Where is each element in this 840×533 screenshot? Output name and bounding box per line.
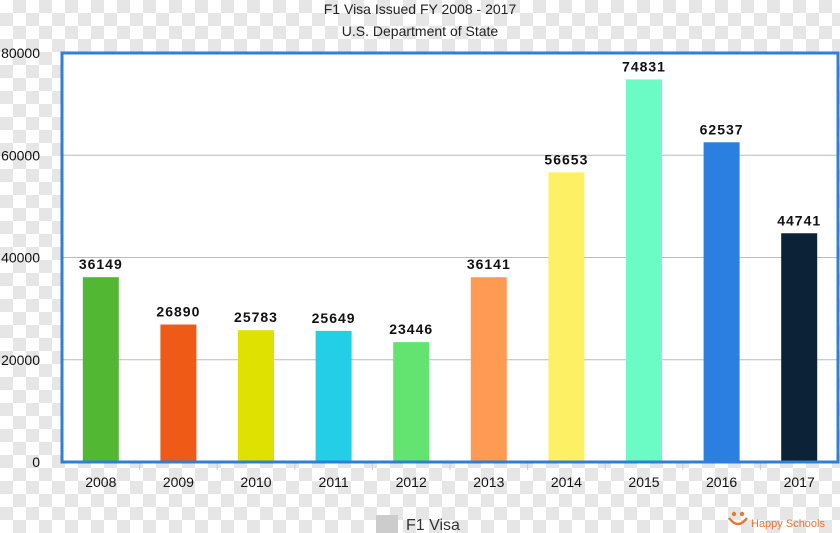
bar-2017 [781,233,818,462]
legend-swatch [376,515,398,533]
y-tick-label: 20000 [1,352,40,368]
bar-value-label: 25649 [312,310,356,326]
x-category-label: 2012 [396,474,427,490]
bar-value-label: 36141 [467,256,511,272]
bars [82,79,818,462]
x-category-label: 2015 [628,474,659,490]
x-category-label: 2014 [551,474,582,490]
bar-value-label: 44741 [777,212,821,228]
bar-2016 [703,142,740,462]
bar-2010 [238,330,274,462]
bar-2008 [82,277,119,462]
plot-area-border [60,51,840,464]
bar-value-label: 36149 [79,256,123,272]
bar-value-label: 26890 [156,304,200,320]
x-category-label: 2016 [706,474,737,490]
bar-labels: 36149 26890 25783 25649 23446 36141 56653 74831… [79,58,821,337]
x-category-label: 2009 [163,474,194,490]
y-tick-label: 0 [32,454,40,470]
x-category-label: 2017 [784,474,815,490]
legend: F1 Visa [376,515,460,533]
watermark-text: Happy Schools [751,518,825,530]
x-category-label: 2011 [319,474,349,490]
bar-2011 [315,330,352,462]
bar-value-label: 25783 [234,309,278,325]
happy-schools-logo-icon [728,511,748,526]
watermark: Happy Schools [728,511,825,530]
y-axis-ticks: 0 20000 40000 60000 80000 [1,45,40,470]
x-axis-categories: 2008 2009 2010 2011 2012 2013 2014 2015 2016 2017 [85,462,815,490]
bar-value-label: 56653 [544,151,588,167]
bar-2012 [393,342,430,462]
bar-2013 [470,277,507,462]
x-category-label: 2013 [473,474,504,490]
bar-value-label: 23446 [389,321,433,337]
y-tick-label: 40000 [1,250,40,266]
bar-value-label: 62537 [700,121,744,137]
chart-title-group: F1 Visa Issued FY 2008 - 2017 U.S. Depar… [324,1,517,39]
x-category-label: 2008 [85,474,116,490]
chart-title: F1 Visa Issued FY 2008 - 2017 [324,1,517,17]
y-tick-label: 80000 [1,45,40,61]
bar-value-label: 74831 [622,58,666,74]
bar-2009 [160,324,197,462]
bar-2014 [548,172,585,462]
x-category-label: 2010 [240,474,271,490]
legend-label: F1 Visa [406,517,460,533]
bar-2015 [626,79,662,462]
chart-subtitle: U.S. Department of State [342,23,499,39]
y-tick-label: 60000 [1,147,40,163]
